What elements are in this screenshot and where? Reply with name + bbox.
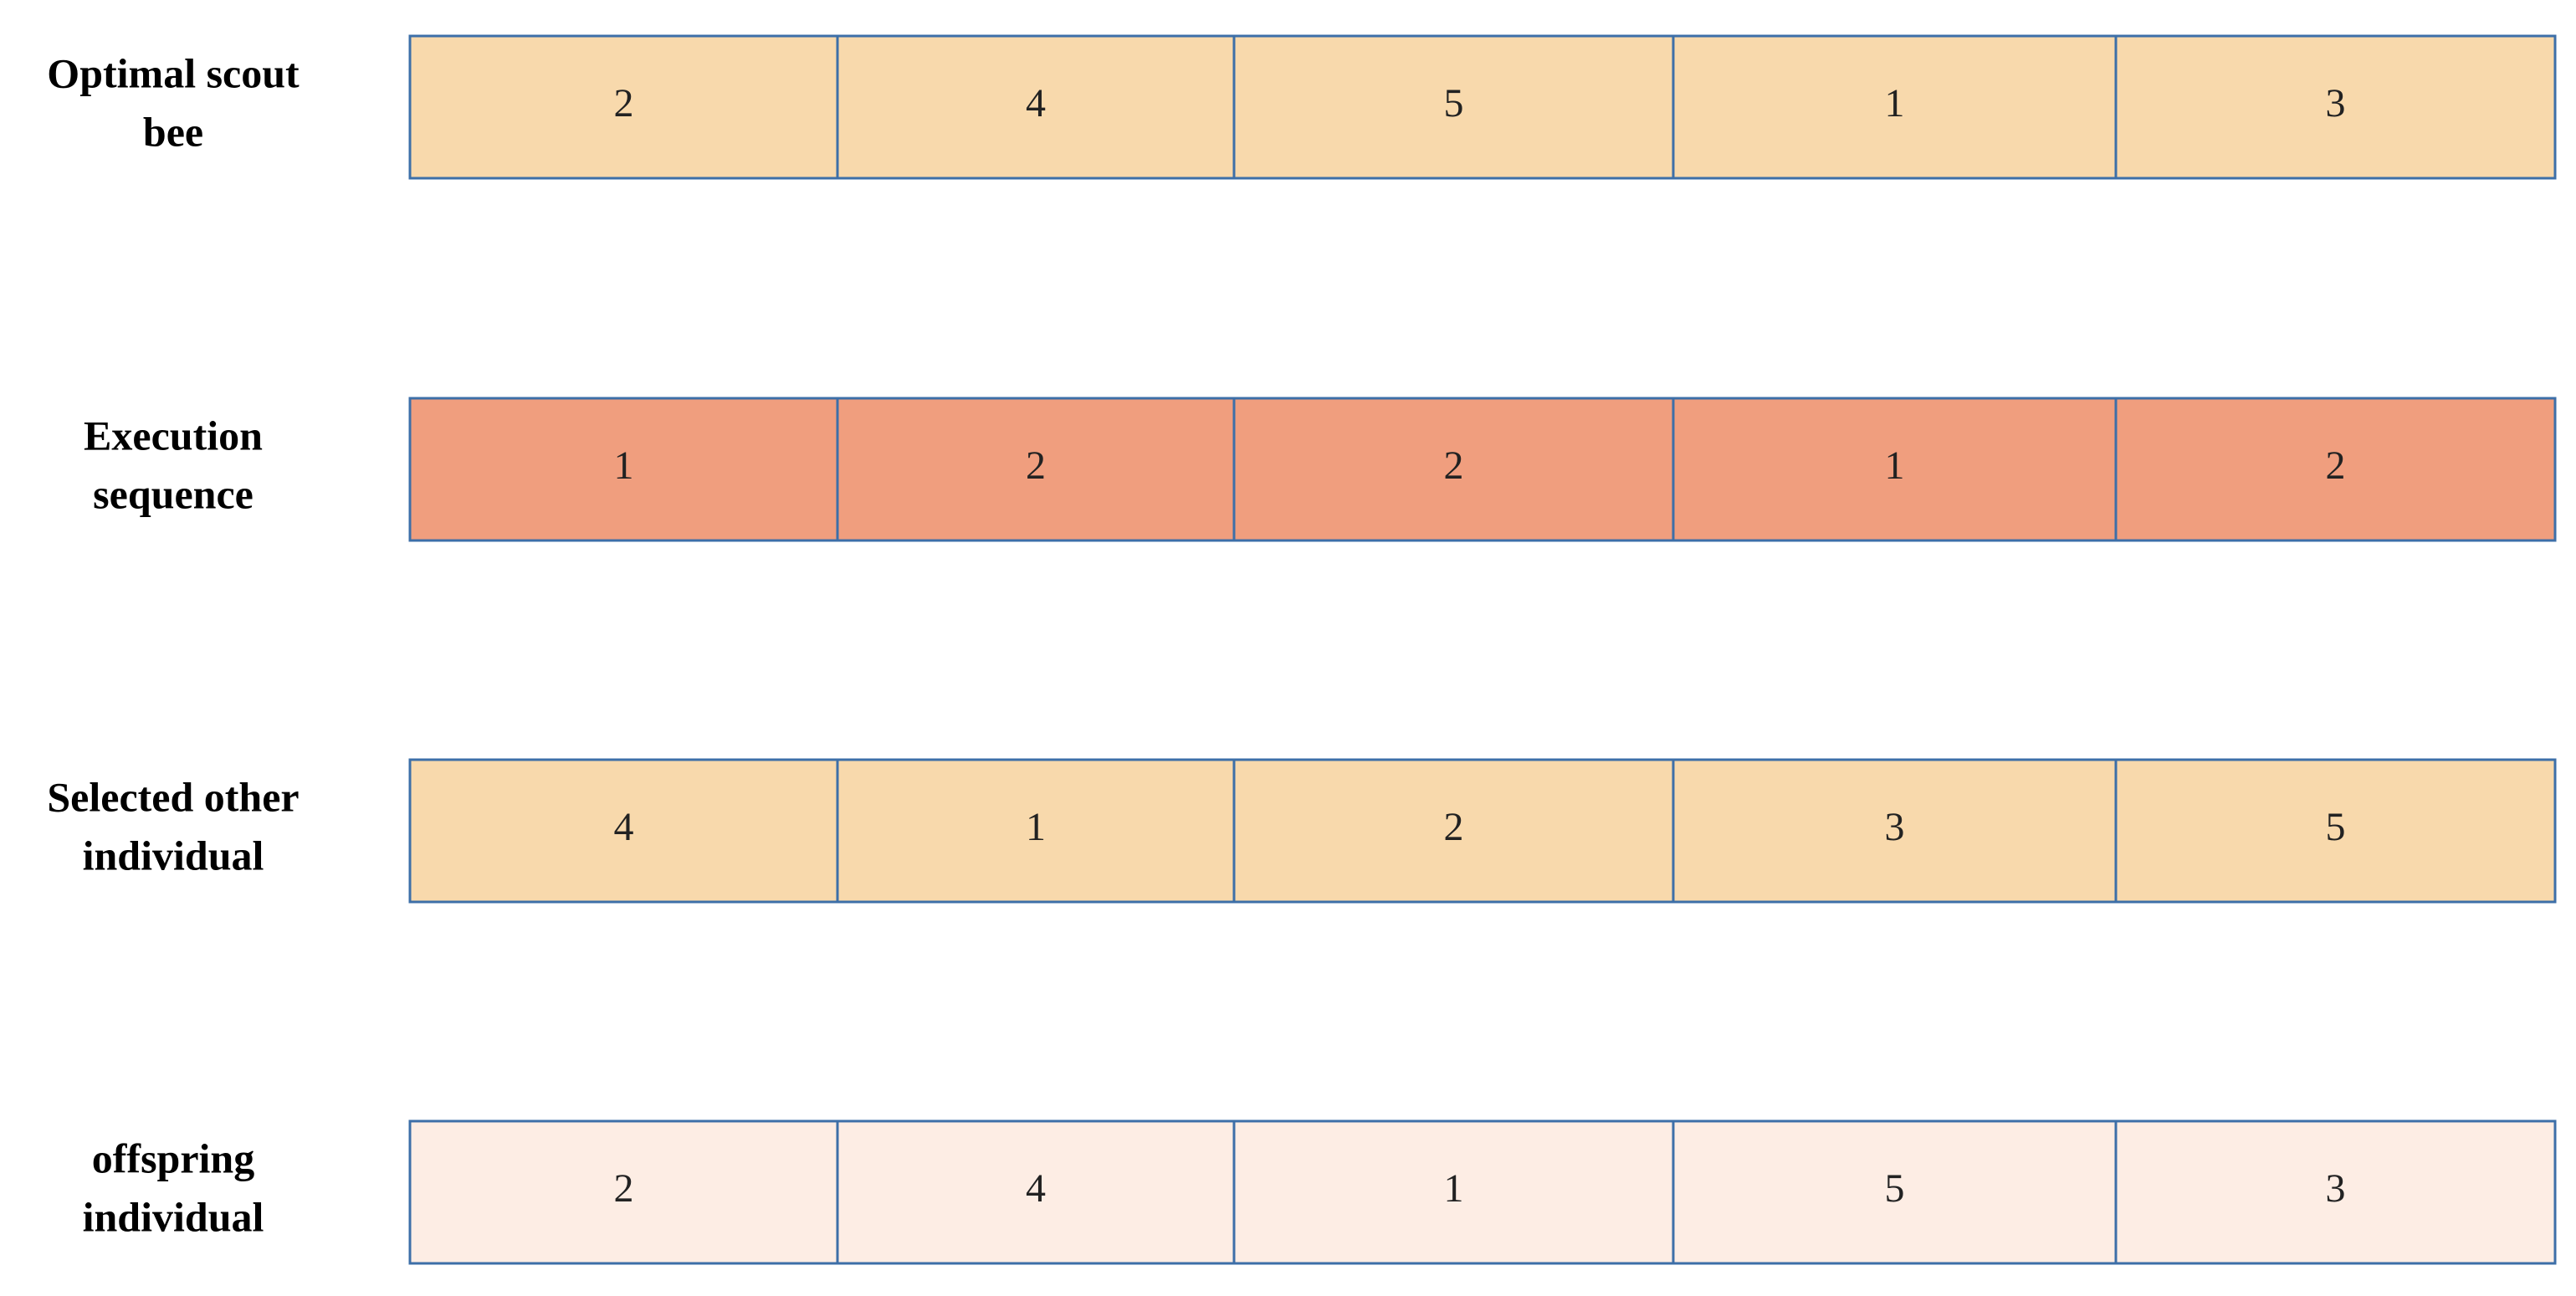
- cell: [1672, 758, 2118, 904]
- cell-value: 2: [2326, 443, 2346, 488]
- row-label: individual: [83, 832, 264, 879]
- cell: [1672, 397, 2118, 542]
- row-label: bee: [143, 108, 203, 155]
- cell-value: 5: [1444, 81, 1464, 126]
- cell: [1232, 34, 1675, 180]
- cell: [408, 34, 839, 180]
- row-label: offspring: [92, 1135, 254, 1181]
- cell-value: 3: [2326, 1166, 2346, 1211]
- cell: [2114, 397, 2557, 542]
- cell-value: 1: [1885, 81, 1905, 126]
- cell: [2114, 758, 2557, 904]
- cell: [1232, 397, 1675, 542]
- cell-value: 4: [1026, 81, 1046, 126]
- cell-value: 2: [1444, 805, 1464, 849]
- cell: [836, 758, 1236, 904]
- cell: [836, 1119, 1236, 1265]
- cell: [2114, 1119, 2557, 1265]
- cell-value: 1: [1885, 443, 1905, 488]
- row-label: Selected other: [47, 773, 299, 820]
- row-label: Optimal scout: [47, 49, 300, 96]
- cell-value: 1: [1026, 805, 1046, 849]
- cell: [836, 34, 1236, 180]
- cell: [408, 397, 839, 542]
- cell-value: 2: [1444, 443, 1464, 488]
- cell: [2114, 34, 2557, 180]
- cell-value: 1: [1444, 1166, 1464, 1211]
- cell: [1232, 1119, 1675, 1265]
- row-label: individual: [83, 1193, 264, 1240]
- cell: [836, 397, 1236, 542]
- cell-value: 4: [1026, 1166, 1046, 1211]
- cell-value: 5: [1885, 1166, 1905, 1211]
- cell-value: 2: [614, 1166, 634, 1211]
- cell: [408, 1119, 839, 1265]
- cell-value: 2: [614, 81, 634, 126]
- cell-value: 2: [1026, 443, 1046, 488]
- cell-value: 3: [2326, 81, 2346, 126]
- cell: [1672, 34, 2118, 180]
- cell: [1672, 1119, 2118, 1265]
- row-label: sequence: [93, 470, 254, 517]
- cell-value: 5: [2326, 805, 2346, 849]
- cell-value: 3: [1885, 805, 1905, 849]
- cell: [1232, 758, 1675, 904]
- cell-value: 1: [614, 443, 634, 488]
- cell-value: 4: [614, 805, 634, 849]
- row-label: Execution: [84, 412, 263, 458]
